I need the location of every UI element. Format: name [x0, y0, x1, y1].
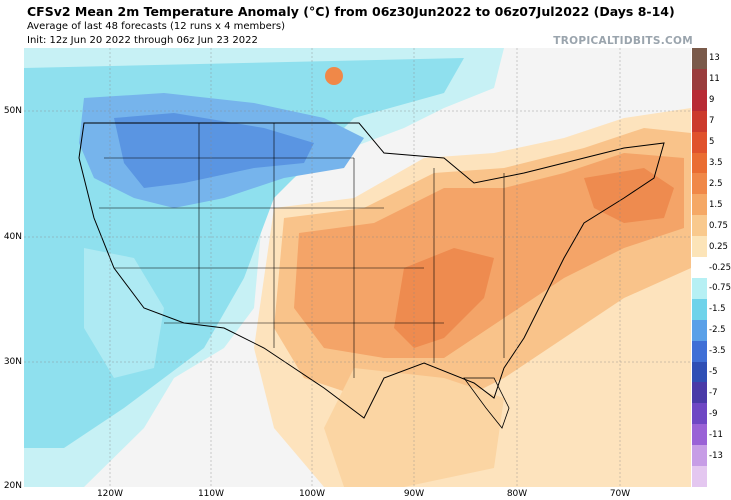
colorbar-segment	[692, 215, 707, 237]
colorbar-segment	[692, 257, 707, 279]
colorbar-segment	[692, 89, 707, 112]
colorbar-label: 0.25	[709, 241, 728, 252]
lat-label-20n: 20N	[3, 481, 22, 491]
brand-watermark: TROPICALTIDBITS.COM	[553, 35, 693, 47]
colorbar-segment	[692, 277, 707, 300]
colorbar-label: -1.5	[709, 304, 726, 315]
colorbar-label: 0.75	[709, 220, 728, 231]
lon-label-110w: 110W	[197, 489, 225, 499]
state-lines	[99, 123, 505, 378]
colorbar-label: -0.25	[709, 262, 731, 273]
colorbar-label: -13	[709, 450, 723, 461]
colorbar-segment	[692, 68, 707, 91]
colorbar-label: 13	[709, 53, 720, 64]
colorbar-label: 3.5	[709, 157, 723, 168]
lon-label-120w: 120W	[96, 489, 124, 499]
graticule	[24, 48, 691, 487]
colorbar-label: -7	[709, 387, 718, 398]
colorbar-label: -9	[709, 408, 718, 419]
colorbar-segment	[692, 466, 707, 488]
colorbar-label: 5	[709, 137, 715, 148]
lon-label-70w: 70W	[609, 489, 631, 499]
gulf-warm	[324, 368, 504, 487]
colorbar-segment	[692, 131, 707, 153]
colorbar-label: 9	[709, 95, 715, 106]
colorbar-label: -11	[709, 429, 723, 440]
colorbar-segment	[692, 424, 707, 446]
init-time: Init: 12z Jun 20 2022 through 06z Jun 23…	[27, 35, 258, 46]
colorbar-segment	[692, 403, 707, 425]
colorbar-label: -5	[709, 367, 718, 378]
colorbar-segment	[692, 382, 707, 404]
colorbar-segment	[692, 445, 707, 467]
lat-label-30n: 30N	[3, 357, 22, 367]
warm-region-orange	[294, 153, 684, 358]
anomaly-map	[24, 48, 691, 487]
lon-label-90w: 90W	[403, 489, 425, 499]
colorbar-segment	[692, 298, 707, 321]
colorbar-label: -3.5	[709, 346, 726, 357]
colorbar-segment	[692, 194, 707, 216]
lon-label-100w: 100W	[298, 489, 326, 499]
colorbar	[692, 48, 707, 488]
colorbar-label: -0.75	[709, 283, 731, 294]
colorbar-segment	[692, 152, 707, 174]
map-title: CFSv2 Mean 2m Temperature Anomaly (°C) f…	[27, 4, 675, 19]
colorbar-segment	[692, 173, 707, 195]
lat-label-50n: 50N	[3, 106, 22, 116]
hudson-warm-spot	[325, 67, 343, 85]
lon-label-80w: 80W	[506, 489, 528, 499]
colorbar-label: 1.5	[709, 199, 723, 210]
colorbar-label: 2.5	[709, 178, 723, 189]
map-subtitle: Average of last 48 forecasts (12 runs x …	[27, 21, 285, 32]
colorbar-segment	[692, 48, 707, 70]
lat-label-40n: 40N	[3, 232, 22, 242]
colorbar-segment	[692, 340, 707, 363]
colorbar-segment	[692, 319, 707, 342]
colorbar-label: 7	[709, 116, 715, 127]
colorbar-segment	[692, 110, 707, 133]
colorbar-label: 11	[709, 74, 720, 85]
pacific-cool-blob	[84, 248, 164, 378]
cool-core	[114, 113, 314, 188]
colorbar-label: -2.5	[709, 325, 726, 336]
colorbar-segment	[692, 361, 707, 383]
colorbar-segment	[692, 236, 707, 258]
florida-outline	[463, 377, 510, 429]
map-canvas	[24, 48, 691, 487]
